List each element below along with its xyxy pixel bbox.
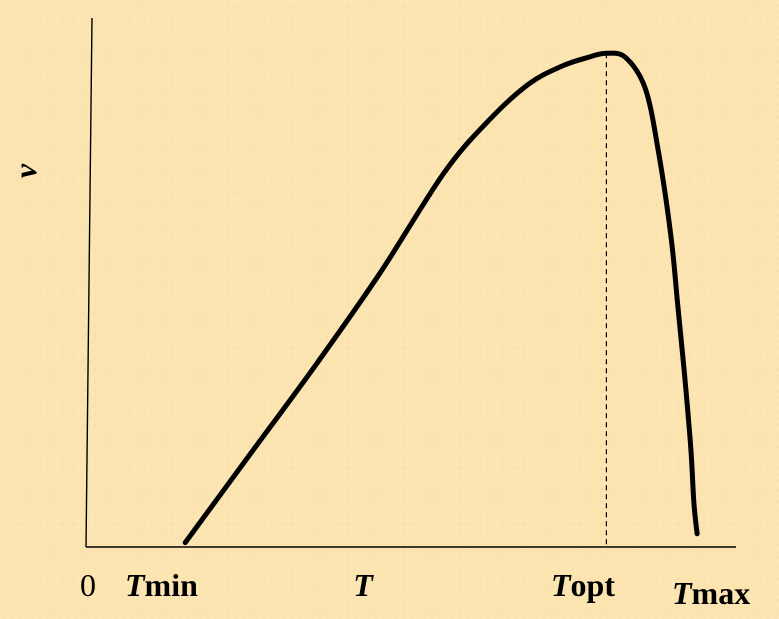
topt-label: Topt bbox=[551, 567, 615, 603]
tmax-label-italic: T bbox=[672, 575, 693, 611]
y-axis-label: v bbox=[7, 163, 43, 178]
origin-label: 0 bbox=[80, 567, 96, 603]
rate-curve bbox=[182, 50, 700, 546]
topt-label-sub: opt bbox=[571, 567, 616, 603]
topt-label-italic: T bbox=[551, 567, 572, 603]
axes bbox=[85, 17, 736, 548]
tmin-label-italic: T bbox=[125, 567, 146, 603]
tmin-label-sub: min bbox=[145, 567, 199, 603]
y-axis bbox=[85, 17, 93, 548]
tmin-label: Tmin bbox=[125, 567, 198, 603]
x-axis-label: T bbox=[353, 567, 374, 603]
tmax-label: Tmax bbox=[672, 575, 750, 611]
tmax-label-sub: max bbox=[692, 575, 751, 611]
